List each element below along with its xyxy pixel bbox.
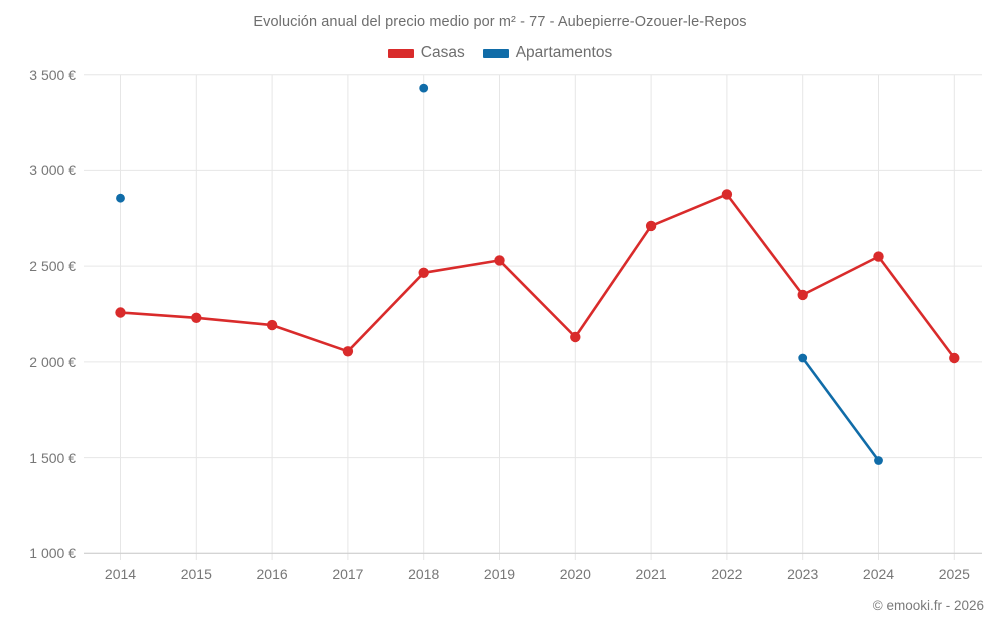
x-axis-tick-label: 2025 xyxy=(938,566,970,582)
legend-label-casas: Casas xyxy=(420,44,465,61)
data-point[interactable] xyxy=(116,193,125,203)
data-point[interactable] xyxy=(266,319,278,331)
data-point[interactable] xyxy=(342,346,354,357)
chart-title: Evolución anual del precio medio por m² … xyxy=(253,14,747,30)
series-line-casas xyxy=(119,193,956,360)
x-axis-tick-label: 2023 xyxy=(787,566,819,582)
data-point[interactable] xyxy=(949,352,960,364)
x-axis-tick-label: 2022 xyxy=(711,566,743,582)
data-point[interactable] xyxy=(191,312,202,323)
data-point[interactable] xyxy=(798,353,808,363)
legend-item-apartamentos[interactable]: Apartamentos xyxy=(482,44,613,62)
legend-item-casas[interactable]: Casas xyxy=(387,44,465,62)
x-axis-tick-label: 2020 xyxy=(559,566,591,582)
data-point[interactable] xyxy=(419,83,429,93)
x-axis-tick-label: 2014 xyxy=(104,566,137,582)
footer-credit: © emooki.fr - 2026 xyxy=(872,598,984,613)
data-point[interactable] xyxy=(721,189,733,200)
x-axis-tick-label: 2016 xyxy=(256,566,288,582)
x-axis-tick-label: 2018 xyxy=(408,566,440,582)
legend-label-apartamentos: Apartamentos xyxy=(515,44,613,61)
x-axis-tick-label: 2019 xyxy=(483,566,516,582)
legend-swatch-apartamentos xyxy=(482,48,509,58)
x-axis-tick-label: 2017 xyxy=(332,566,364,582)
y-axis-tick-label: 2 500 € xyxy=(29,258,76,275)
x-axis-tick-label: 2015 xyxy=(180,566,212,582)
data-point[interactable] xyxy=(873,251,884,262)
data-point[interactable] xyxy=(418,267,429,278)
series-line-apartamentos xyxy=(801,356,880,462)
x-axis-tick-label: 2021 xyxy=(635,566,667,582)
data-point[interactable] xyxy=(570,331,581,343)
data-point[interactable] xyxy=(797,289,808,301)
data-point[interactable] xyxy=(645,220,657,232)
y-axis-tick-label: 1 000 € xyxy=(29,545,76,562)
data-point[interactable] xyxy=(874,456,883,465)
y-axis-tick-label: 2 000 € xyxy=(29,353,76,370)
legend-swatch-casas xyxy=(387,48,414,58)
y-axis-tick-label: 3 500 € xyxy=(29,66,76,83)
data-point[interactable] xyxy=(494,255,505,266)
y-axis-tick-label: 3 000 € xyxy=(29,162,76,179)
data-point[interactable] xyxy=(115,307,126,318)
y-axis-tick-label: 1 500 € xyxy=(29,449,76,466)
x-axis-tick-label: 2024 xyxy=(862,566,895,582)
chart-legend: Casas Apartamentos xyxy=(0,44,1000,62)
